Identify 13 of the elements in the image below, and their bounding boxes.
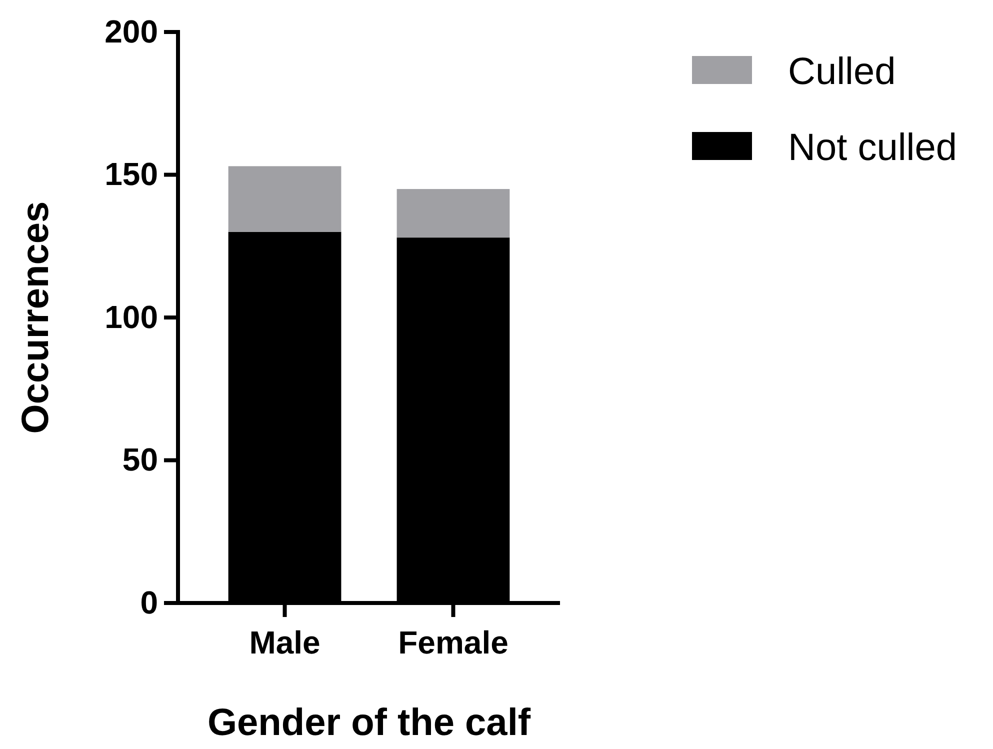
- y-tick-label: 0: [140, 584, 158, 620]
- y-tick-label: 150: [104, 156, 158, 192]
- bar: [228, 166, 342, 232]
- y-tick-label: 50: [122, 441, 158, 478]
- x-tick-label: Male: [249, 624, 320, 661]
- legend-label: Culled: [788, 51, 896, 93]
- bar: [396, 189, 510, 238]
- y-tick-label: 100: [104, 298, 158, 335]
- legend-label: Not culled: [788, 127, 957, 169]
- y-tick-label: 200: [104, 13, 158, 50]
- x-tick-label: Female: [398, 624, 508, 661]
- y-axis-title: Occurrences: [15, 201, 57, 434]
- x-axis-title: Gender of the calf: [207, 702, 531, 744]
